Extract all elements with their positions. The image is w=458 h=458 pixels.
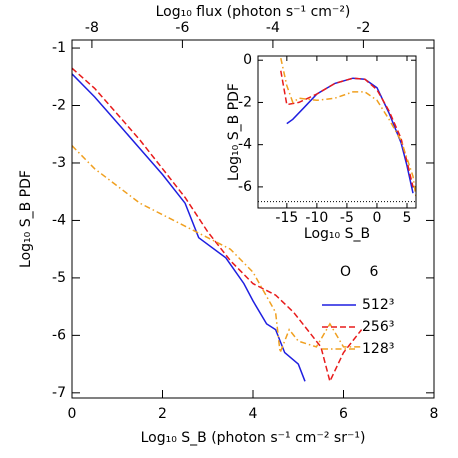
x-tick-label: 2 [158,406,167,422]
y-tick-label: -3 [52,155,66,171]
series-line [72,73,306,382]
x-tick-label: 4 [249,406,258,422]
x-tick-label: 6 [339,406,348,422]
series-line [280,70,414,188]
x-tick-label: 0 [68,406,77,422]
legend-title: O 6 [340,264,378,280]
y-axis-label: Log₁₀ S_B PDF [18,170,34,268]
plot-frame [71,39,435,399]
x-tick-label: -15 [275,210,298,226]
x-tick-label: 8 [430,406,439,422]
x-tick-label: 0 [372,210,381,226]
y-tick-label: -6 [52,327,66,343]
y-axis-label: Log₁₀ S_B PDF [226,83,242,181]
y-tick-label: -1 [52,40,66,56]
x-tick-label: -10 [305,210,328,226]
x2-tick-label: -6 [175,20,189,36]
series-line [280,57,416,198]
x2-tick-label: -8 [85,20,99,36]
x-axis-label: Log₁₀ S_B [304,226,370,242]
legend-label: 256³ [362,319,394,335]
y-tick-label: -4 [52,212,66,228]
y-tick-label: -7 [52,385,66,401]
plot-frame [257,55,417,209]
x-tick-label: -5 [340,210,354,226]
x2-tick-label: -4 [266,20,280,36]
legend-label: 128³ [362,341,394,357]
inset-background [258,56,416,208]
legend-label: 512³ [362,297,394,313]
x2-axis-label: Log₁₀ flux (photon s⁻¹ cm⁻²) [156,4,351,20]
y-tick-label: -6 [238,179,252,195]
y-tick-label: -2 [52,98,66,114]
y-tick-label: 0 [243,52,252,68]
x2-tick-label: -2 [356,20,370,36]
x-tick-label: 5 [403,210,412,226]
y-tick-label: -4 [238,137,252,153]
series-line [72,67,363,384]
y-tick-label: -2 [238,94,252,110]
y-tick-label: -5 [52,270,66,286]
x-axis-label: Log₁₀ S_B (photon s⁻¹ cm⁻² sr⁻¹) [141,430,366,446]
